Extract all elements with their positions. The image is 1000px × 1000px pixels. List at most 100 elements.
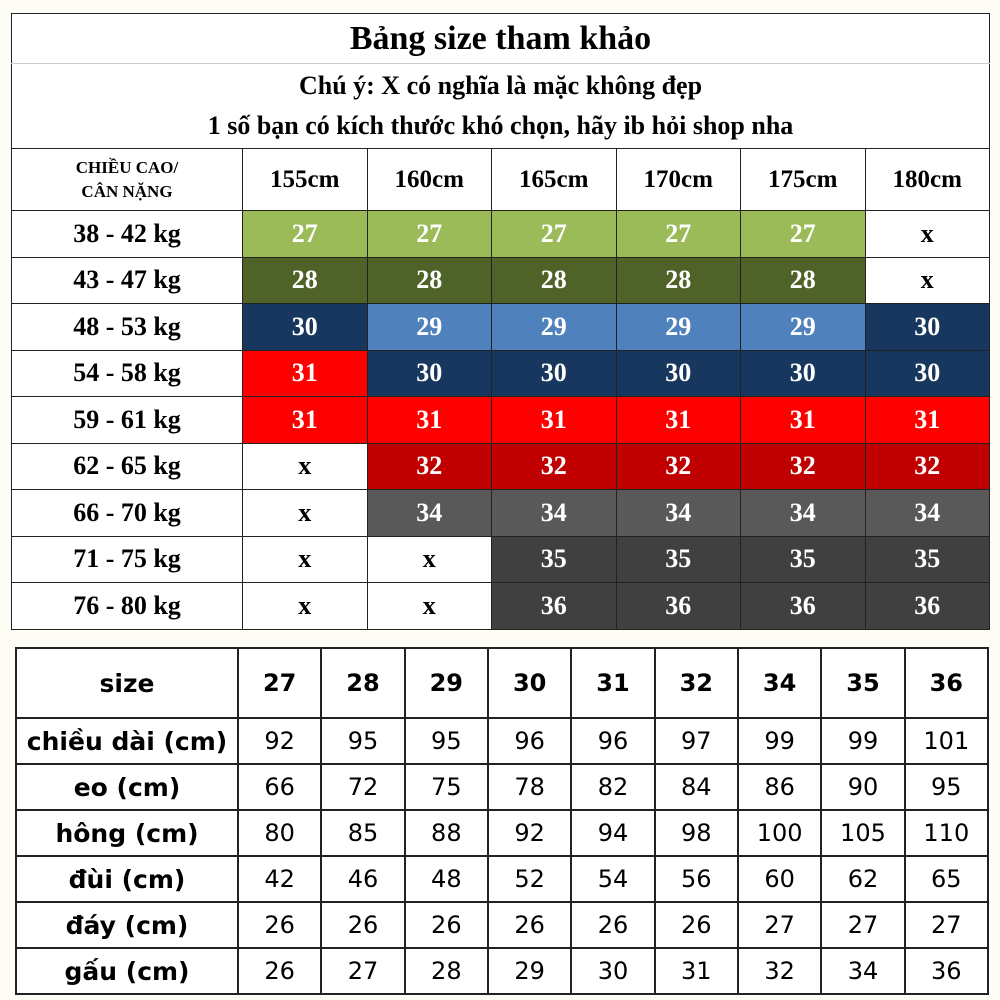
size-cell: 30	[864, 303, 990, 351]
height-header: 160cm	[366, 148, 492, 211]
size-cell: x	[864, 256, 990, 304]
measurement-value: 62	[820, 855, 906, 903]
size-cell: 27	[740, 210, 866, 258]
measurement-value: 27	[903, 901, 990, 949]
size-cell: x	[242, 582, 368, 630]
header-row: size 27 28 29 30 31 32 34 35 36	[15, 647, 990, 719]
measurement-value: 84	[653, 763, 739, 811]
measurement-value: 26	[236, 947, 323, 995]
measurement-value: 78	[486, 763, 573, 811]
measurement-value: 26	[653, 901, 739, 949]
measurement-value: 29	[486, 947, 573, 995]
size-cell: 28	[615, 256, 741, 304]
measurement-value: 54	[570, 855, 656, 903]
measurement-value: 95	[320, 717, 406, 765]
measurement-value: 86	[736, 763, 823, 811]
size-cell: 27	[366, 210, 492, 258]
size-header: 34	[736, 647, 823, 719]
height-header: 155cm	[242, 148, 368, 211]
table-row: 38 - 42 kg 27 27 27 27 27 x	[11, 210, 990, 258]
measurement-value: 100	[736, 809, 823, 857]
weight-label: 54 - 58 kg	[11, 349, 243, 397]
measurement-value: 42	[236, 855, 323, 903]
measurement-value: 99	[820, 717, 906, 765]
measurement-value: 75	[403, 763, 489, 811]
measurement-value: 32	[736, 947, 823, 995]
measurement-value: 72	[320, 763, 406, 811]
measurements-table: size 27 28 29 30 31 32 34 35 36 chiều dài (cm) 92 95…	[15, 647, 990, 995]
size-cell: x	[366, 582, 492, 630]
size-cell: 31	[491, 396, 617, 444]
measurement-value: 98	[653, 809, 739, 857]
size-cell: 27	[491, 210, 617, 258]
table-row: 54 - 58 kg 31 30 30 30 30 30	[11, 349, 990, 397]
measurement-value: 97	[653, 717, 739, 765]
measurement-value: 48	[403, 855, 489, 903]
size-cell: 27	[615, 210, 741, 258]
size-header: 27	[236, 647, 323, 719]
measurement-label: chiều dài (cm)	[15, 717, 239, 765]
corner-line-1: CHIỀU CAO/	[75, 157, 179, 177]
measurement-value: 66	[236, 763, 323, 811]
size-cell: x	[242, 489, 368, 537]
table-row: 71 - 75 kg x x 35 35 35 35	[11, 535, 990, 583]
measurement-value: 65	[903, 855, 990, 903]
weight-label: 43 - 47 kg	[11, 256, 243, 304]
size-cell: 36	[864, 582, 990, 630]
size-cell: 31	[615, 396, 741, 444]
size-cell: 30	[366, 349, 492, 397]
size-cell: 28	[366, 256, 492, 304]
size-cell: 36	[491, 582, 617, 630]
table-row: 76 - 80 kg x x 36 36 36 36	[11, 582, 990, 630]
size-cell: 28	[491, 256, 617, 304]
size-header: 29	[403, 647, 489, 719]
corner-line-2: CÂN NẶNG	[81, 181, 173, 201]
measurement-value: 99	[736, 717, 823, 765]
table-row: 59 - 61 kg 31 31 31 31 31 31	[11, 396, 990, 444]
size-header: 28	[320, 647, 406, 719]
measurement-label: hông (cm)	[15, 809, 239, 857]
size-cell: 30	[242, 303, 368, 351]
measurement-value: 27	[820, 901, 906, 949]
weight-label: 71 - 75 kg	[11, 535, 243, 583]
size-cell: 31	[242, 349, 368, 397]
measurement-value: 26	[486, 901, 573, 949]
measurement-value: 96	[570, 717, 656, 765]
size-cell: 36	[740, 582, 866, 630]
size-cell: 31	[366, 396, 492, 444]
measurement-value: 52	[486, 855, 573, 903]
size-cell: 28	[740, 256, 866, 304]
size-cell: 29	[740, 303, 866, 351]
table-row: đáy (cm) 26 26 26 26 26 26 27 27 27	[15, 901, 990, 949]
measurement-value: 82	[570, 763, 656, 811]
measurement-value: 26	[403, 901, 489, 949]
size-header: 30	[486, 647, 573, 719]
size-cell: 32	[491, 442, 617, 490]
size-cell: 35	[615, 535, 741, 583]
measurement-value: 31	[653, 947, 739, 995]
height-header: 170cm	[615, 148, 741, 211]
size-cell: 35	[740, 535, 866, 583]
table-row: hông (cm) 80 85 88 92 94 98 100 105 110	[15, 809, 990, 857]
size-cell: 35	[864, 535, 990, 583]
size-cell: 32	[740, 442, 866, 490]
measurement-value: 95	[903, 763, 990, 811]
weight-label: 38 - 42 kg	[11, 210, 243, 258]
measurement-value: 90	[820, 763, 906, 811]
size-header: 31	[570, 647, 656, 719]
size-cell: 30	[740, 349, 866, 397]
measurement-value: 105	[820, 809, 906, 857]
measurement-value: 94	[570, 809, 656, 857]
size-cell: 31	[864, 396, 990, 444]
corner-header: CHIỀU CAO/CÂN NẶNG	[11, 148, 243, 211]
measurement-value: 34	[820, 947, 906, 995]
size-header: 36	[903, 647, 990, 719]
size-cell: 31	[740, 396, 866, 444]
measurement-value: 60	[736, 855, 823, 903]
table-row: 43 - 47 kg 28 28 28 28 28 x	[11, 256, 990, 304]
measurement-value: 101	[903, 717, 990, 765]
size-cell: 29	[615, 303, 741, 351]
weight-label: 62 - 65 kg	[11, 442, 243, 490]
measurement-value: 30	[570, 947, 656, 995]
measurement-value: 110	[903, 809, 990, 857]
